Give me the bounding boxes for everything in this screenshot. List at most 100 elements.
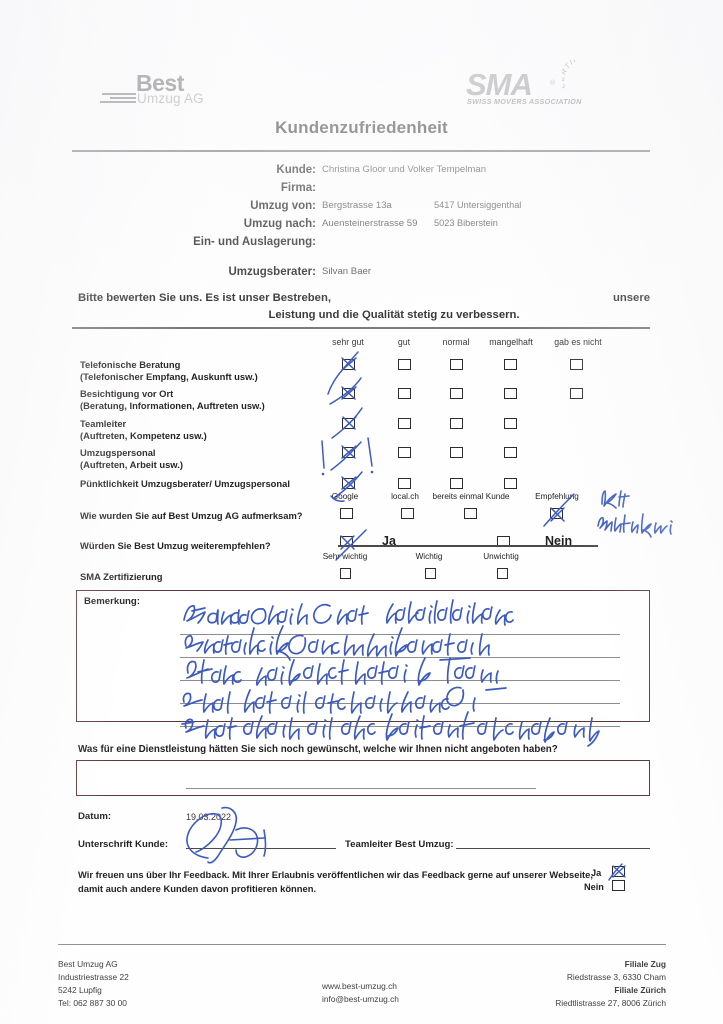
consent-yes-label: Ja	[591, 868, 602, 878]
remark-ruled-lines	[180, 612, 620, 727]
checkbox-empfehlung[interactable]	[550, 508, 563, 519]
footer-branch-zug-label: Filiale Zug	[624, 959, 666, 969]
remark-line	[180, 635, 620, 658]
remark-line	[180, 681, 620, 704]
checkbox-normal[interactable]	[450, 478, 463, 489]
info-value-postal: 5417 Untersiggenthal	[434, 200, 522, 210]
checkbox-sehr-gut[interactable]	[342, 418, 355, 429]
checkbox-wichtig[interactable]	[425, 568, 436, 579]
checkbox-consent-nein[interactable]	[612, 880, 625, 891]
svg-text:CERTIFIED: CERTIFIED	[562, 60, 598, 89]
teamleader-signature-line[interactable]	[456, 848, 650, 849]
remark-line	[180, 612, 620, 635]
checkbox-sehr-gut[interactable]	[342, 359, 355, 370]
acquisition-question: Wie wurden Sie auf Best Umzug AG aufmerk…	[80, 510, 303, 521]
footer-line: Industriestrasse 22	[58, 972, 129, 982]
footer-website[interactable]: www.best-umzug.ch	[322, 981, 397, 991]
customer-signature-label: Unterschrift Kunde:	[78, 839, 169, 850]
date-label: Datum:	[78, 811, 112, 822]
title-divider	[72, 150, 650, 152]
footer-branch-zurich-address: Riedtlistrasse 27, 8006 Zürich	[555, 998, 666, 1008]
remark-line	[180, 704, 620, 727]
info-value: Silvan Baer	[322, 266, 372, 277]
checkbox-google[interactable]	[340, 508, 353, 519]
info-row-kunde: Kunde: Christina Gloor und Volker Tempel…	[72, 164, 650, 182]
checkbox-sehr-gut[interactable]	[342, 447, 355, 458]
footer-company-address: Best Umzug AG Industriestrasse 22 5242 L…	[58, 958, 129, 1010]
wish-question: Was für eine Dienstleistung hätten Sie s…	[78, 744, 558, 755]
wish-answer-box[interactable]	[76, 760, 650, 796]
footer-branch-name: Filiale Zürich	[555, 984, 666, 997]
best-umzug-logo: Best Umzug AG	[100, 70, 220, 114]
cert-label-sehr-wichtig: Sehr wichtig	[322, 552, 368, 561]
rating-row-label: Telefonische Beratung (Telefonischer Emp…	[80, 359, 258, 382]
footer-branch-zurich-label: Filiale Zürich	[614, 985, 666, 995]
remark-line	[180, 658, 620, 681]
certification-question: SMA Zertifizierung	[80, 571, 163, 582]
checkbox-mangelhaft[interactable]	[504, 447, 517, 458]
info-row-firma: Firma:	[72, 182, 650, 200]
rating-column-header-mangelhaft: mangelhaft	[489, 337, 533, 347]
checkbox-normal[interactable]	[450, 359, 463, 370]
checkbox-mangelhaft[interactable]	[504, 418, 517, 429]
instruction-line-1: Bitte bewerten Sie uns. Es ist unser Bes…	[78, 292, 650, 304]
consent-line-2: damit auch andere Kunden davon profitier…	[78, 882, 317, 894]
checkbox-mangelhaft[interactable]	[504, 388, 517, 399]
sma-registered-mark: ®	[550, 80, 556, 87]
checkbox-mangelhaft[interactable]	[504, 478, 517, 489]
checkbox-sehr-gut[interactable]	[342, 388, 355, 399]
footer-line: Best Umzug AG	[58, 959, 118, 969]
checkbox-unwichtig[interactable]	[497, 568, 508, 579]
footer-branch-name: Filiale Zug	[555, 958, 666, 971]
handwritten-rating-marks	[318, 346, 438, 499]
checkbox-gut[interactable]	[398, 359, 411, 370]
info-label: Umzugsberater:	[228, 266, 316, 278]
rating-label-main: Besichtigung vor Ort	[80, 388, 174, 399]
remark-label: Bemerkung:	[84, 596, 140, 607]
checkbox-localch[interactable]	[401, 508, 414, 519]
info-row-umzug-von: Umzug von: Bergstrasse 13a 5417 Untersig…	[72, 200, 650, 218]
checkbox-gut[interactable]	[398, 418, 411, 429]
checkbox-sehr-wichtig[interactable]	[340, 568, 351, 579]
rating-column-header-gut: gut	[397, 337, 411, 347]
survey-divider	[72, 327, 650, 329]
info-row-umzug-nach: Umzug nach: Auensteinerstrasse 59 5023 B…	[72, 218, 650, 236]
checkbox-normal[interactable]	[450, 447, 463, 458]
checkbox-gut[interactable]	[398, 447, 411, 458]
footer-divider	[58, 944, 666, 946]
checkbox-gut[interactable]	[398, 478, 411, 489]
rating-label-sub: (Auftreten, Arbeit usw.)	[80, 458, 183, 470]
logo-bar-2	[110, 97, 136, 99]
checkbox-consent-ja[interactable]	[612, 866, 625, 877]
handwritten-signature	[178, 800, 298, 864]
footer-email[interactable]: info@best-umzug.ch	[322, 994, 399, 1004]
footer-line: 5242 Lupfig	[58, 985, 102, 995]
page-title: Kundenzufriedenheit	[275, 118, 448, 137]
checkbox-gut[interactable]	[398, 388, 411, 399]
info-label: Umzug nach:	[243, 218, 316, 230]
info-row-umzugsberater: Umzugsberater: Silvan Baer	[72, 266, 650, 284]
sma-logo: SMA ® SWISS MOVERS ASSOCIATION CERTIFIED	[466, 54, 616, 112]
rating-label-sub: (Auftreten, Kompetenz usw.)	[80, 429, 207, 441]
rating-row-label: Teamleiter (Auftreten, Kompetenz usw.)	[80, 418, 207, 441]
consent-line-1: Wir freuen uns über Ihr Feedback. Mit Ih…	[78, 869, 593, 880]
checkbox-normal[interactable]	[450, 388, 463, 399]
instruction-text-1: Bitte bewerten Sie uns. Es ist unser Bes…	[78, 292, 331, 304]
rating-column-header-gab-es-nicht: gab es nicht	[554, 337, 602, 347]
checkbox-mangelhaft[interactable]	[504, 359, 517, 370]
rating-row-label: Pünktlichkeit Umzugsberater/ Umzugsperso…	[80, 478, 290, 490]
checkbox-bestandskunde[interactable]	[464, 508, 477, 519]
logo-bar-1	[102, 93, 136, 95]
checkbox-gab-es-nicht[interactable]	[570, 388, 583, 399]
logo-umzug-word: Umzug AG	[137, 91, 204, 106]
logo-bar-3	[100, 101, 136, 103]
date-value: 19.03.2022	[186, 812, 232, 822]
recommend-divider	[338, 545, 598, 547]
customer-signature-line[interactable]	[186, 848, 336, 849]
teamleader-signature-label: Teamleiter Best Umzug:	[345, 839, 454, 850]
info-label: Firma:	[280, 182, 316, 194]
info-row-lagerung: Ein- und Auslagerung:	[72, 236, 650, 266]
checkbox-normal[interactable]	[450, 418, 463, 429]
checkbox-sehr-gut[interactable]	[342, 478, 355, 489]
checkbox-gab-es-nicht[interactable]	[570, 359, 583, 370]
